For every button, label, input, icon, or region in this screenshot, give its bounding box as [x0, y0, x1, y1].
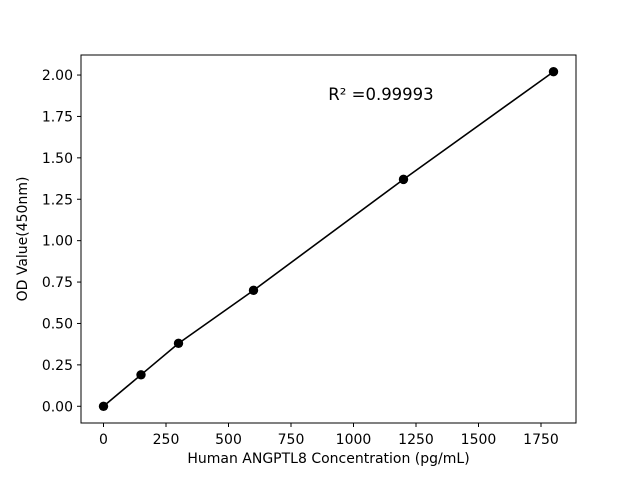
y-axis-label: OD Value(450nm): [15, 177, 31, 302]
standard-curve-line: [102, 71, 554, 407]
x-tick-label: 1750: [523, 432, 559, 448]
data-point-marker: [98, 401, 109, 411]
x-tick-label: 1500: [461, 432, 497, 448]
y-tick-label: 2.00: [42, 68, 73, 84]
y-tick-label: 1.50: [42, 151, 73, 167]
x-tick-label: 250: [153, 432, 180, 448]
y-tick-label: 1.75: [42, 109, 73, 125]
data-point-marker: [548, 67, 559, 77]
y-axis-ticks: 0.00 0.25 0.50 0.75 1.00 1.25 1.50 1.75 2.00: [42, 68, 81, 415]
data-point-marker: [398, 174, 409, 185]
data-point-marker: [248, 285, 259, 296]
y-tick-label: 0.50: [42, 316, 73, 332]
x-axis-ticks: 0 250 500 750 1000 1250 1500 1750: [99, 423, 559, 448]
y-tick-label: 0.25: [42, 358, 73, 374]
x-tick-label: 750: [278, 432, 305, 448]
y-tick-label: 1.00: [42, 234, 73, 250]
y-tick-label: 1.25: [42, 192, 73, 208]
x-tick-label: 1250: [398, 432, 434, 448]
r-squared-annotation: R² =0.99993: [328, 85, 433, 104]
data-series: [98, 67, 559, 411]
plot-frame: [80, 54, 577, 424]
x-tick-label: 500: [215, 432, 242, 448]
data-point-marker: [136, 370, 146, 380]
y-tick-label: 0.75: [42, 275, 73, 291]
x-tick-label: 0: [99, 432, 108, 448]
data-point-marker: [173, 338, 184, 349]
y-tick-label: 0.00: [42, 399, 73, 415]
x-axis-label: Human ANGPTL8 Concentration (pg/mL): [187, 451, 469, 467]
x-tick-label: 1000: [336, 432, 372, 448]
